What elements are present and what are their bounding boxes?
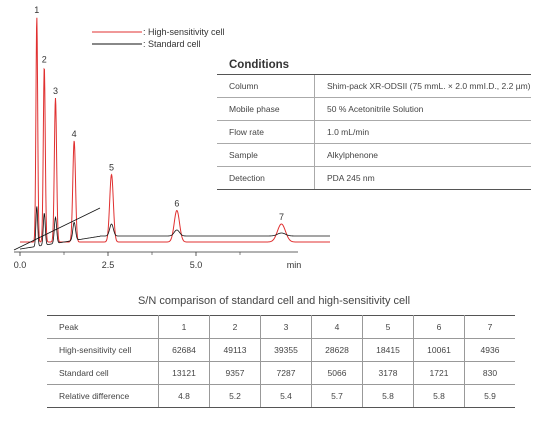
peak-label: 6 bbox=[174, 199, 179, 209]
sn-cell: 5.7 bbox=[311, 384, 363, 408]
sn-cell: 5.4 bbox=[260, 384, 312, 408]
sn-cell: 3 bbox=[260, 315, 312, 339]
sn-cell: 1 bbox=[158, 315, 210, 339]
sn-cell: 5 bbox=[362, 315, 414, 339]
peak-labels: 1 2 3 4 5 6 7 bbox=[34, 5, 284, 222]
offset-line bbox=[13, 207, 101, 251]
conditions-row: Mobile phase 50 % Acetonitrile Solution bbox=[217, 97, 531, 121]
legend: : High-sensitivity cell : Standard cell bbox=[92, 27, 225, 49]
conditions-table: Column Shim-pack XR-ODSII (75 mmL. × 2.0 … bbox=[217, 75, 531, 190]
peak-label: 5 bbox=[109, 163, 114, 173]
conditions-row: Flow rate 1.0 mL/min bbox=[217, 120, 531, 144]
sn-cell: 18415 bbox=[362, 338, 414, 362]
sn-cell: 3178 bbox=[362, 361, 414, 385]
sn-cell: 2 bbox=[209, 315, 261, 339]
conditions-value: Alkylphenone bbox=[314, 143, 531, 167]
sn-cell: 1721 bbox=[413, 361, 465, 385]
legend-label: : Standard cell bbox=[143, 39, 201, 49]
peak-label: 1 bbox=[34, 5, 39, 15]
conditions-value: 1.0 mL/min bbox=[314, 120, 531, 144]
sn-table-title: S/N comparison of standard cell and high… bbox=[137, 295, 411, 307]
sn-header-row: Peak 1 2 3 4 5 6 7 bbox=[47, 315, 515, 339]
sn-cell: 9357 bbox=[209, 361, 261, 385]
sn-comparison-table: Peak 1 2 3 4 5 6 7 High-sensitivity cell 62684 491… bbox=[47, 315, 515, 408]
sn-cell: 5066 bbox=[311, 361, 363, 385]
sn-cell: 4 bbox=[311, 315, 363, 339]
sn-row: High-sensitivity cell 62684 49113 39355 2862… bbox=[47, 338, 515, 362]
conditions-value: PDA 245 nm bbox=[314, 166, 531, 190]
conditions-key: Detection bbox=[217, 166, 315, 190]
conditions-row: Detection PDA 245 nm bbox=[217, 166, 531, 190]
sn-cell: 49113 bbox=[209, 338, 261, 362]
conditions-key: Column bbox=[217, 75, 315, 98]
legend-label: : High-sensitivity cell bbox=[143, 27, 225, 37]
sn-cell: 7287 bbox=[260, 361, 312, 385]
conditions-row: Column Shim-pack XR-ODSII (75 mmL. × 2.0 … bbox=[217, 75, 531, 98]
conditions-key: Flow rate bbox=[217, 120, 315, 144]
peak-label: 2 bbox=[42, 55, 47, 65]
sn-cell: 5.2 bbox=[209, 384, 261, 408]
sn-cell: 10061 bbox=[413, 338, 465, 362]
standard-cell-trace bbox=[19, 206, 330, 250]
conditions-value: 50 % Acetonitrile Solution bbox=[314, 97, 531, 121]
sn-cell: 28628 bbox=[311, 338, 363, 362]
x-tick-label: 2.5 bbox=[102, 260, 115, 270]
sn-cell: 5.9 bbox=[464, 384, 515, 408]
conditions-key: Mobile phase bbox=[217, 97, 315, 121]
conditions-panel: Conditions Column Shim-pack XR-ODSII (75 … bbox=[217, 59, 531, 190]
sn-row: Standard cell 13121 9357 7287 5066 3178 1721 83… bbox=[47, 361, 515, 385]
sn-cell: 4936 bbox=[464, 338, 515, 362]
sn-cell: 7 bbox=[464, 315, 515, 339]
x-tick-label: 5.0 bbox=[190, 260, 203, 270]
conditions-row: Sample Alkylphenone bbox=[217, 143, 531, 167]
conditions-title: Conditions bbox=[217, 59, 531, 75]
chromatogram: : High-sensitivity cell : Standard cell 1… bbox=[13, 5, 330, 270]
sn-row-label: Peak bbox=[47, 315, 159, 339]
sn-row: Relative difference 4.8 5.2 5.4 5.7 5.8 5.8 5.9 bbox=[47, 384, 515, 408]
traces bbox=[13, 17, 330, 251]
high-sensitivity-trace bbox=[20, 17, 330, 243]
sn-cell: 4.8 bbox=[158, 384, 210, 408]
sn-cell: 13121 bbox=[158, 361, 210, 385]
sn-cell: 39355 bbox=[260, 338, 312, 362]
conditions-value: Shim-pack XR-ODSII (75 mmL. × 2.0 mmI.D.… bbox=[314, 75, 531, 98]
sn-cell: 5.8 bbox=[413, 384, 465, 408]
x-tick-label: 0.0 bbox=[14, 260, 27, 270]
x-axis: 0.0 2.5 5.0 min bbox=[14, 251, 302, 270]
x-axis-label: min bbox=[287, 260, 302, 270]
sn-row-label: High-sensitivity cell bbox=[47, 338, 159, 362]
sn-cell: 62684 bbox=[158, 338, 210, 362]
peak-label: 3 bbox=[53, 86, 58, 96]
sn-row-label: Standard cell bbox=[47, 361, 159, 385]
sn-cell: 5.8 bbox=[362, 384, 414, 408]
peak-label: 4 bbox=[72, 129, 77, 139]
conditions-key: Sample bbox=[217, 143, 315, 167]
peak-label: 7 bbox=[279, 212, 284, 222]
sn-cell: 830 bbox=[464, 361, 515, 385]
sn-cell: 6 bbox=[413, 315, 465, 339]
sn-row-label: Relative difference bbox=[47, 384, 159, 408]
